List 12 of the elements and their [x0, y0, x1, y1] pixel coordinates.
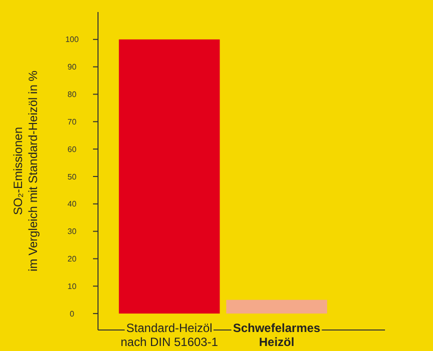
y-tick-label: 30 — [68, 227, 77, 236]
y-tick-label: 10 — [68, 282, 77, 291]
y-tick-label: 80 — [68, 90, 77, 100]
y-tick-label: 20 — [68, 254, 77, 264]
y-tick-label: 90 — [68, 62, 77, 72]
y-tick-label: 60 — [68, 144, 77, 154]
y-tick-label: 0 — [70, 309, 75, 318]
y-tick-label: 100 — [65, 35, 80, 44]
y-tick-label: 40 — [68, 200, 77, 209]
y-tick-label: 70 — [68, 117, 77, 126]
y-tick-label: 50 — [68, 172, 77, 182]
y-axis-title: SO₂-Emissionen im Vergleich mit Standard-Heizöl in % — [11, 70, 40, 272]
